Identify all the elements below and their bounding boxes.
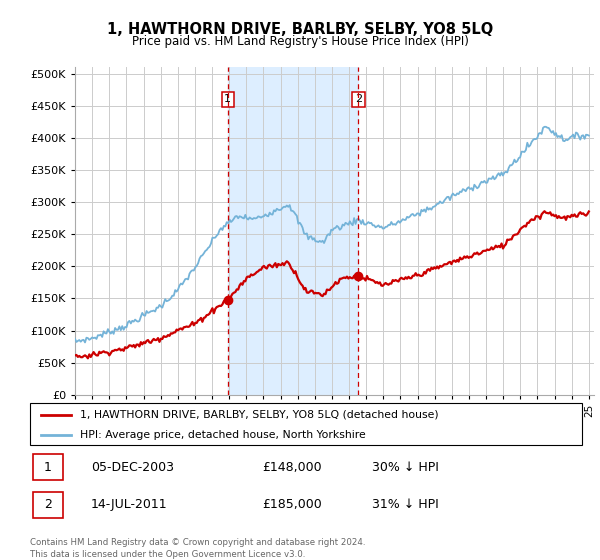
FancyBboxPatch shape: [33, 492, 63, 518]
Bar: [228, 67, 358, 395]
Text: HPI: Average price, detached house, North Yorkshire: HPI: Average price, detached house, Nort…: [80, 430, 365, 440]
Text: 2: 2: [44, 498, 52, 511]
Text: 30% ↓ HPI: 30% ↓ HPI: [372, 461, 439, 474]
FancyBboxPatch shape: [33, 454, 63, 480]
Text: 14-JUL-2011: 14-JUL-2011: [91, 498, 167, 511]
Text: 05-DEC-2003: 05-DEC-2003: [91, 461, 174, 474]
Text: Contains HM Land Registry data © Crown copyright and database right 2024.
This d: Contains HM Land Registry data © Crown c…: [30, 538, 365, 559]
Text: £185,000: £185,000: [262, 498, 322, 511]
Text: 1, HAWTHORN DRIVE, BARLBY, SELBY, YO8 5LQ (detached house): 1, HAWTHORN DRIVE, BARLBY, SELBY, YO8 5L…: [80, 410, 439, 420]
Text: £148,000: £148,000: [262, 461, 322, 474]
Text: 2: 2: [355, 94, 362, 104]
Text: 1: 1: [44, 461, 52, 474]
Text: Price paid vs. HM Land Registry's House Price Index (HPI): Price paid vs. HM Land Registry's House …: [131, 35, 469, 48]
Text: 1: 1: [224, 94, 231, 104]
Text: 1, HAWTHORN DRIVE, BARLBY, SELBY, YO8 5LQ: 1, HAWTHORN DRIVE, BARLBY, SELBY, YO8 5L…: [107, 22, 493, 38]
Text: 31% ↓ HPI: 31% ↓ HPI: [372, 498, 439, 511]
